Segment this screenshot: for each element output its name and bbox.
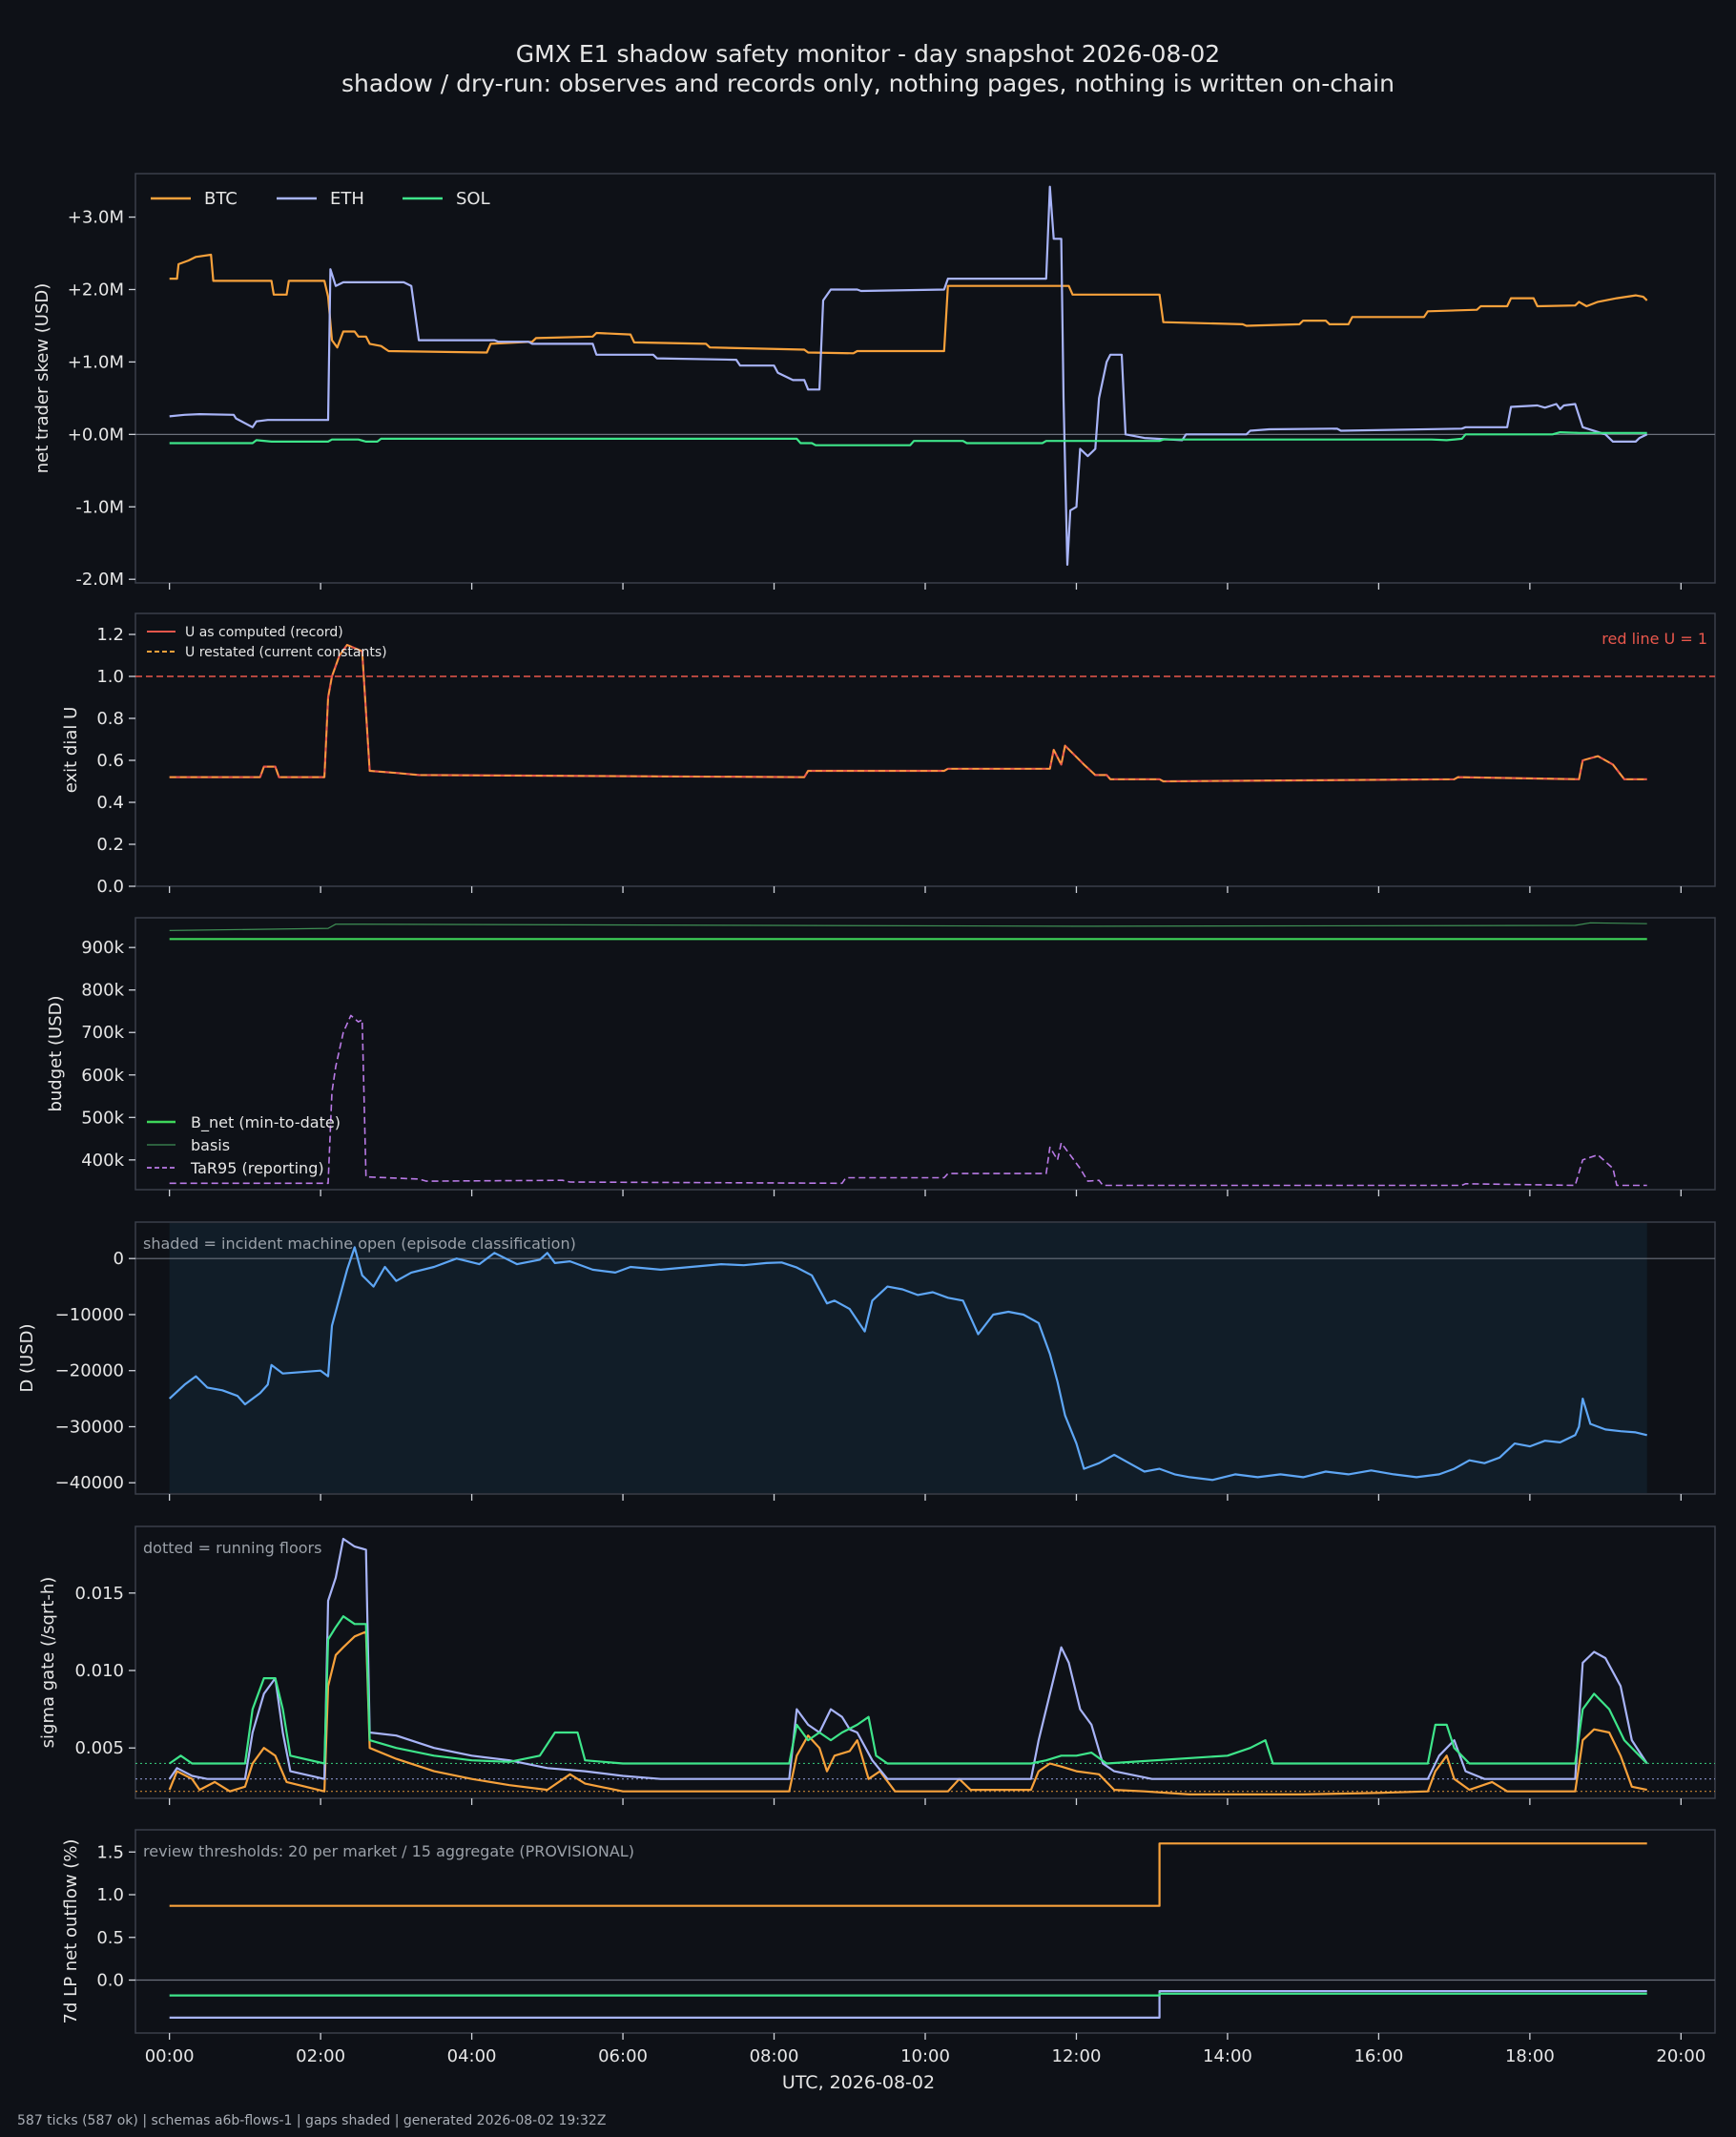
panel-frame <box>134 917 1716 1191</box>
y-tick-label: 400k <box>81 1151 124 1171</box>
series-line-sol <box>169 1615 1648 1765</box>
y-axis-label: D (USD) <box>17 1323 37 1392</box>
y-tick-label: 1.0 <box>96 1885 124 1905</box>
y-tick-label: 0.2 <box>96 835 124 855</box>
figure-subtitle: shadow / dry-run: observes and records o… <box>341 70 1395 97</box>
figure-title: GMX E1 shadow safety monitor - day snaps… <box>515 40 1221 68</box>
y-tick-label: 0 <box>114 1249 124 1269</box>
x-tick-label: 12:00 <box>1052 2046 1102 2066</box>
panel-3: −40000 −30000 −20000 −10000 0 D (USD) shaded =… <box>17 1221 1716 1501</box>
legend-label: ETH <box>330 189 364 209</box>
panel-annotation: shaded = incident machine open (episode … <box>143 1234 576 1253</box>
red-line-annotation: red line U = 1 <box>1602 630 1707 648</box>
legend-label: BTC <box>204 189 238 209</box>
series-line-basis <box>169 922 1647 931</box>
panel-1: 0.0 0.2 0.4 0.6 0.8 1.0 1.2 exit dial U U as com… <box>61 612 1716 897</box>
y-axis-label: 7d LP net outflow (%) <box>61 1839 81 2024</box>
y-tick-label: −20000 <box>55 1361 124 1381</box>
y-tick-label: 0.0 <box>96 877 124 897</box>
y-axis-label: budget (USD) <box>46 995 66 1111</box>
y-axis-label: net trader skew (USD) <box>32 283 52 474</box>
y-tick-label: 0.010 <box>74 1661 124 1681</box>
y-tick-label: 0.5 <box>96 1928 124 1948</box>
series-line-eth <box>169 1990 1647 2019</box>
x-tick-label: 20:00 <box>1656 2046 1705 2066</box>
y-tick-label: 600k <box>81 1066 124 1086</box>
series-line-tar95-reporting- <box>169 1014 1647 1187</box>
y-tick-label: −40000 <box>55 1473 124 1493</box>
y-axis-label: sigma gate (/sqrt-h) <box>38 1577 58 1749</box>
y-tick-label: −10000 <box>55 1305 124 1325</box>
panel-5: 0.0 0.5 1.0 1.5 00:00 02:00 04:00 06:00 08:00 10:… <box>61 1829 1716 2066</box>
footer-status: 587 ticks (587 ok) | schemas a6b-flows-1… <box>17 2113 607 2128</box>
legend-label: B_net (min-to-date) <box>191 1113 341 1132</box>
legend-label: TaR95 (reporting) <box>190 1159 324 1177</box>
y-tick-label: 800k <box>81 981 124 1001</box>
y-tick-label: 1.2 <box>96 625 124 645</box>
series-line-eth <box>169 185 1648 567</box>
y-tick-label: +1.0M <box>68 352 124 372</box>
panel-annotation: review thresholds: 20 per market / 15 ag… <box>143 1842 634 1860</box>
series-line-d <box>168 1246 1647 1482</box>
legend-label: SOL <box>456 189 490 209</box>
y-tick-label: 500k <box>81 1108 124 1128</box>
y-tick-label: 0.8 <box>96 709 124 729</box>
x-tick-label: 16:00 <box>1354 2046 1403 2066</box>
x-axis-label: UTC, 2026-08-02 <box>782 2072 935 2093</box>
y-tick-label: 0.0 <box>96 1971 124 1991</box>
incident-shade <box>169 1223 1647 1493</box>
y-axis-label: exit dial U <box>61 707 81 794</box>
series-line-btc <box>169 1842 1647 1907</box>
legend-label: U restated (current constants) <box>185 645 387 660</box>
panel-frame <box>134 1829 1716 2034</box>
x-tick-label: 08:00 <box>750 2046 799 2066</box>
series-line-sol <box>169 431 1647 446</box>
x-tick-label: 14:00 <box>1203 2046 1252 2066</box>
panel-4: 0.005 0.010 0.015 sigma gate (/sqrt-h) dotte… <box>38 1525 1716 1805</box>
series-line-btc <box>168 1630 1647 1795</box>
y-tick-label: −30000 <box>55 1417 124 1437</box>
y-tick-label: -2.0M <box>75 570 124 590</box>
y-tick-label: 900k <box>81 938 124 958</box>
series-line-sol <box>169 1992 1647 1997</box>
y-tick-label: +0.0M <box>68 425 124 445</box>
y-tick-label: +3.0M <box>68 208 124 228</box>
y-tick-label: -1.0M <box>75 497 124 517</box>
panel-frame <box>134 1525 1716 1799</box>
legend-label: basis <box>191 1136 230 1154</box>
y-tick-label: 0.005 <box>74 1738 124 1758</box>
panel-frame <box>134 612 1716 887</box>
x-tick-label: 06:00 <box>598 2046 648 2066</box>
series-line-u-restated-current-constants- <box>169 644 1647 782</box>
x-tick-label: 18:00 <box>1505 2046 1555 2066</box>
x-tick-label: 00:00 <box>145 2046 195 2066</box>
y-tick-label: 0.6 <box>96 751 124 771</box>
panel-frame <box>134 173 1716 584</box>
y-tick-label: 700k <box>81 1023 124 1043</box>
panel-2: 400k 500k 600k 700k 800k 900k budget (USD) B_ne… <box>46 917 1716 1196</box>
legend-label: U as computed (record) <box>185 625 343 640</box>
x-tick-label: 02:00 <box>296 2046 345 2066</box>
y-tick-label: 0.4 <box>96 793 124 813</box>
y-tick-label: 0.015 <box>74 1584 124 1604</box>
panel-0: -2.0M -1.0M +0.0M +1.0M +2.0M +3.0M net trader… <box>32 173 1716 590</box>
y-tick-label: 1.5 <box>96 1842 124 1862</box>
panel-annotation: dotted = running floors <box>143 1539 321 1557</box>
series-line-btc <box>169 253 1648 355</box>
x-tick-label: 10:00 <box>900 2046 950 2066</box>
y-tick-label: +2.0M <box>68 280 124 300</box>
y-tick-label: 1.0 <box>96 667 124 687</box>
x-tick-label: 04:00 <box>447 2046 497 2066</box>
